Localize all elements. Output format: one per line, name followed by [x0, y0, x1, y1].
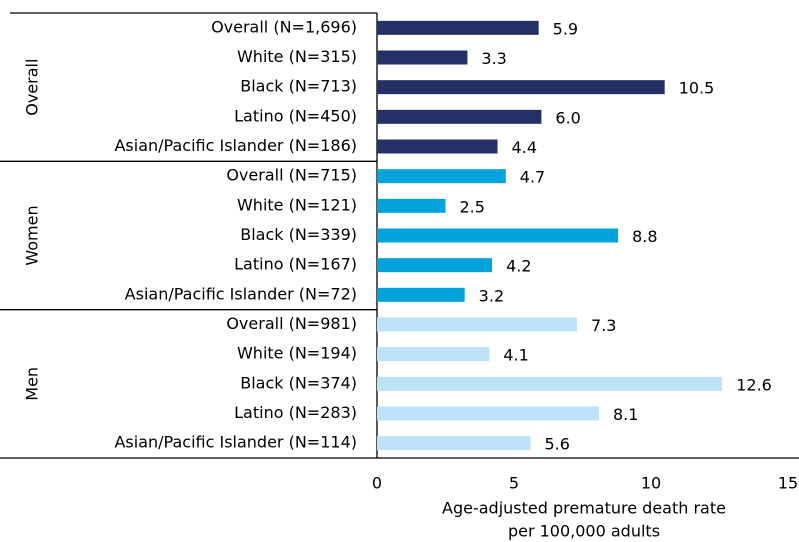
value-label: 8.8 [632, 227, 657, 246]
value-label: 6.0 [555, 108, 580, 127]
value-label: 4.2 [506, 257, 531, 276]
bar [377, 376, 723, 391]
bar [377, 169, 506, 184]
value-label: 4.4 [512, 138, 537, 157]
x-tick-label: 10 [641, 474, 661, 493]
bar [377, 258, 493, 273]
y-tick-label: Black (N=374) [240, 373, 357, 392]
y-tick-label: Latino (N=450) [234, 106, 357, 125]
value-label: 5.9 [553, 19, 578, 38]
y-tick-label: Asian/Pacific Islander (N=114) [114, 433, 357, 452]
y-tick-label: Asian/Pacific Islander (N=72) [125, 284, 357, 303]
value-label: 12.6 [736, 375, 772, 394]
value-label: 10.5 [679, 79, 715, 98]
bar [377, 228, 619, 243]
bar [377, 287, 465, 302]
group-label: Women [23, 205, 42, 265]
bar [377, 20, 539, 35]
value-label: 4.7 [520, 168, 545, 187]
y-tick-label: Overall (N=981) [226, 314, 357, 333]
value-label: 3.3 [481, 49, 506, 68]
y-tick-label: White (N=121) [237, 195, 357, 214]
bar [377, 109, 542, 124]
x-tick-label: 0 [372, 474, 382, 493]
bar [377, 347, 490, 362]
bar [377, 436, 531, 451]
bar [377, 80, 665, 95]
y-tick-label: Black (N=339) [240, 225, 357, 244]
y-tick-label: Overall (N=1,696) [211, 17, 357, 36]
value-label: 2.5 [460, 197, 485, 216]
value-label: 4.1 [503, 346, 528, 365]
value-label: 7.3 [591, 316, 616, 335]
y-tick-label: White (N=194) [237, 344, 357, 363]
y-tick-label: Overall (N=715) [226, 166, 357, 185]
y-tick-label: White (N=315) [237, 47, 357, 66]
y-tick-label: Black (N=713) [240, 77, 357, 96]
y-tick-label: Latino (N=167) [234, 255, 357, 274]
value-label: 5.6 [544, 435, 569, 454]
x-tick-label: 15 [778, 474, 798, 493]
group-label: Overall [23, 59, 42, 116]
bar [377, 198, 446, 213]
x-tick-label: 5 [509, 474, 519, 493]
y-tick-label: Latino (N=283) [234, 403, 357, 422]
y-tick-label: Asian/Pacific Islander (N=186) [114, 136, 357, 155]
bar [377, 50, 468, 65]
x-axis-title: Age-adjusted premature death rate [442, 499, 726, 518]
x-axis-title: per 100,000 adults [508, 522, 660, 541]
bar [377, 317, 578, 332]
value-label: 3.2 [479, 286, 504, 305]
value-label: 8.1 [613, 405, 638, 424]
bar [377, 406, 599, 421]
bar [377, 139, 498, 154]
group-label: Men [23, 367, 42, 401]
